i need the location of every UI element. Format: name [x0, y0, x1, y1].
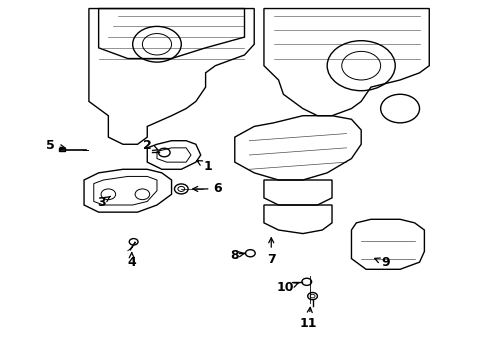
Text: 7: 7 — [266, 238, 275, 266]
Text: 1: 1 — [197, 160, 212, 173]
Text: 5: 5 — [45, 139, 65, 152]
Text: 9: 9 — [374, 256, 389, 269]
Text: 6: 6 — [192, 183, 222, 195]
Text: 2: 2 — [142, 139, 158, 152]
Text: 8: 8 — [230, 248, 244, 261]
Text: 3: 3 — [97, 196, 110, 209]
Bar — [59, 148, 64, 152]
Text: 4: 4 — [127, 252, 136, 269]
Text: 11: 11 — [299, 307, 317, 330]
Text: 10: 10 — [276, 282, 298, 294]
